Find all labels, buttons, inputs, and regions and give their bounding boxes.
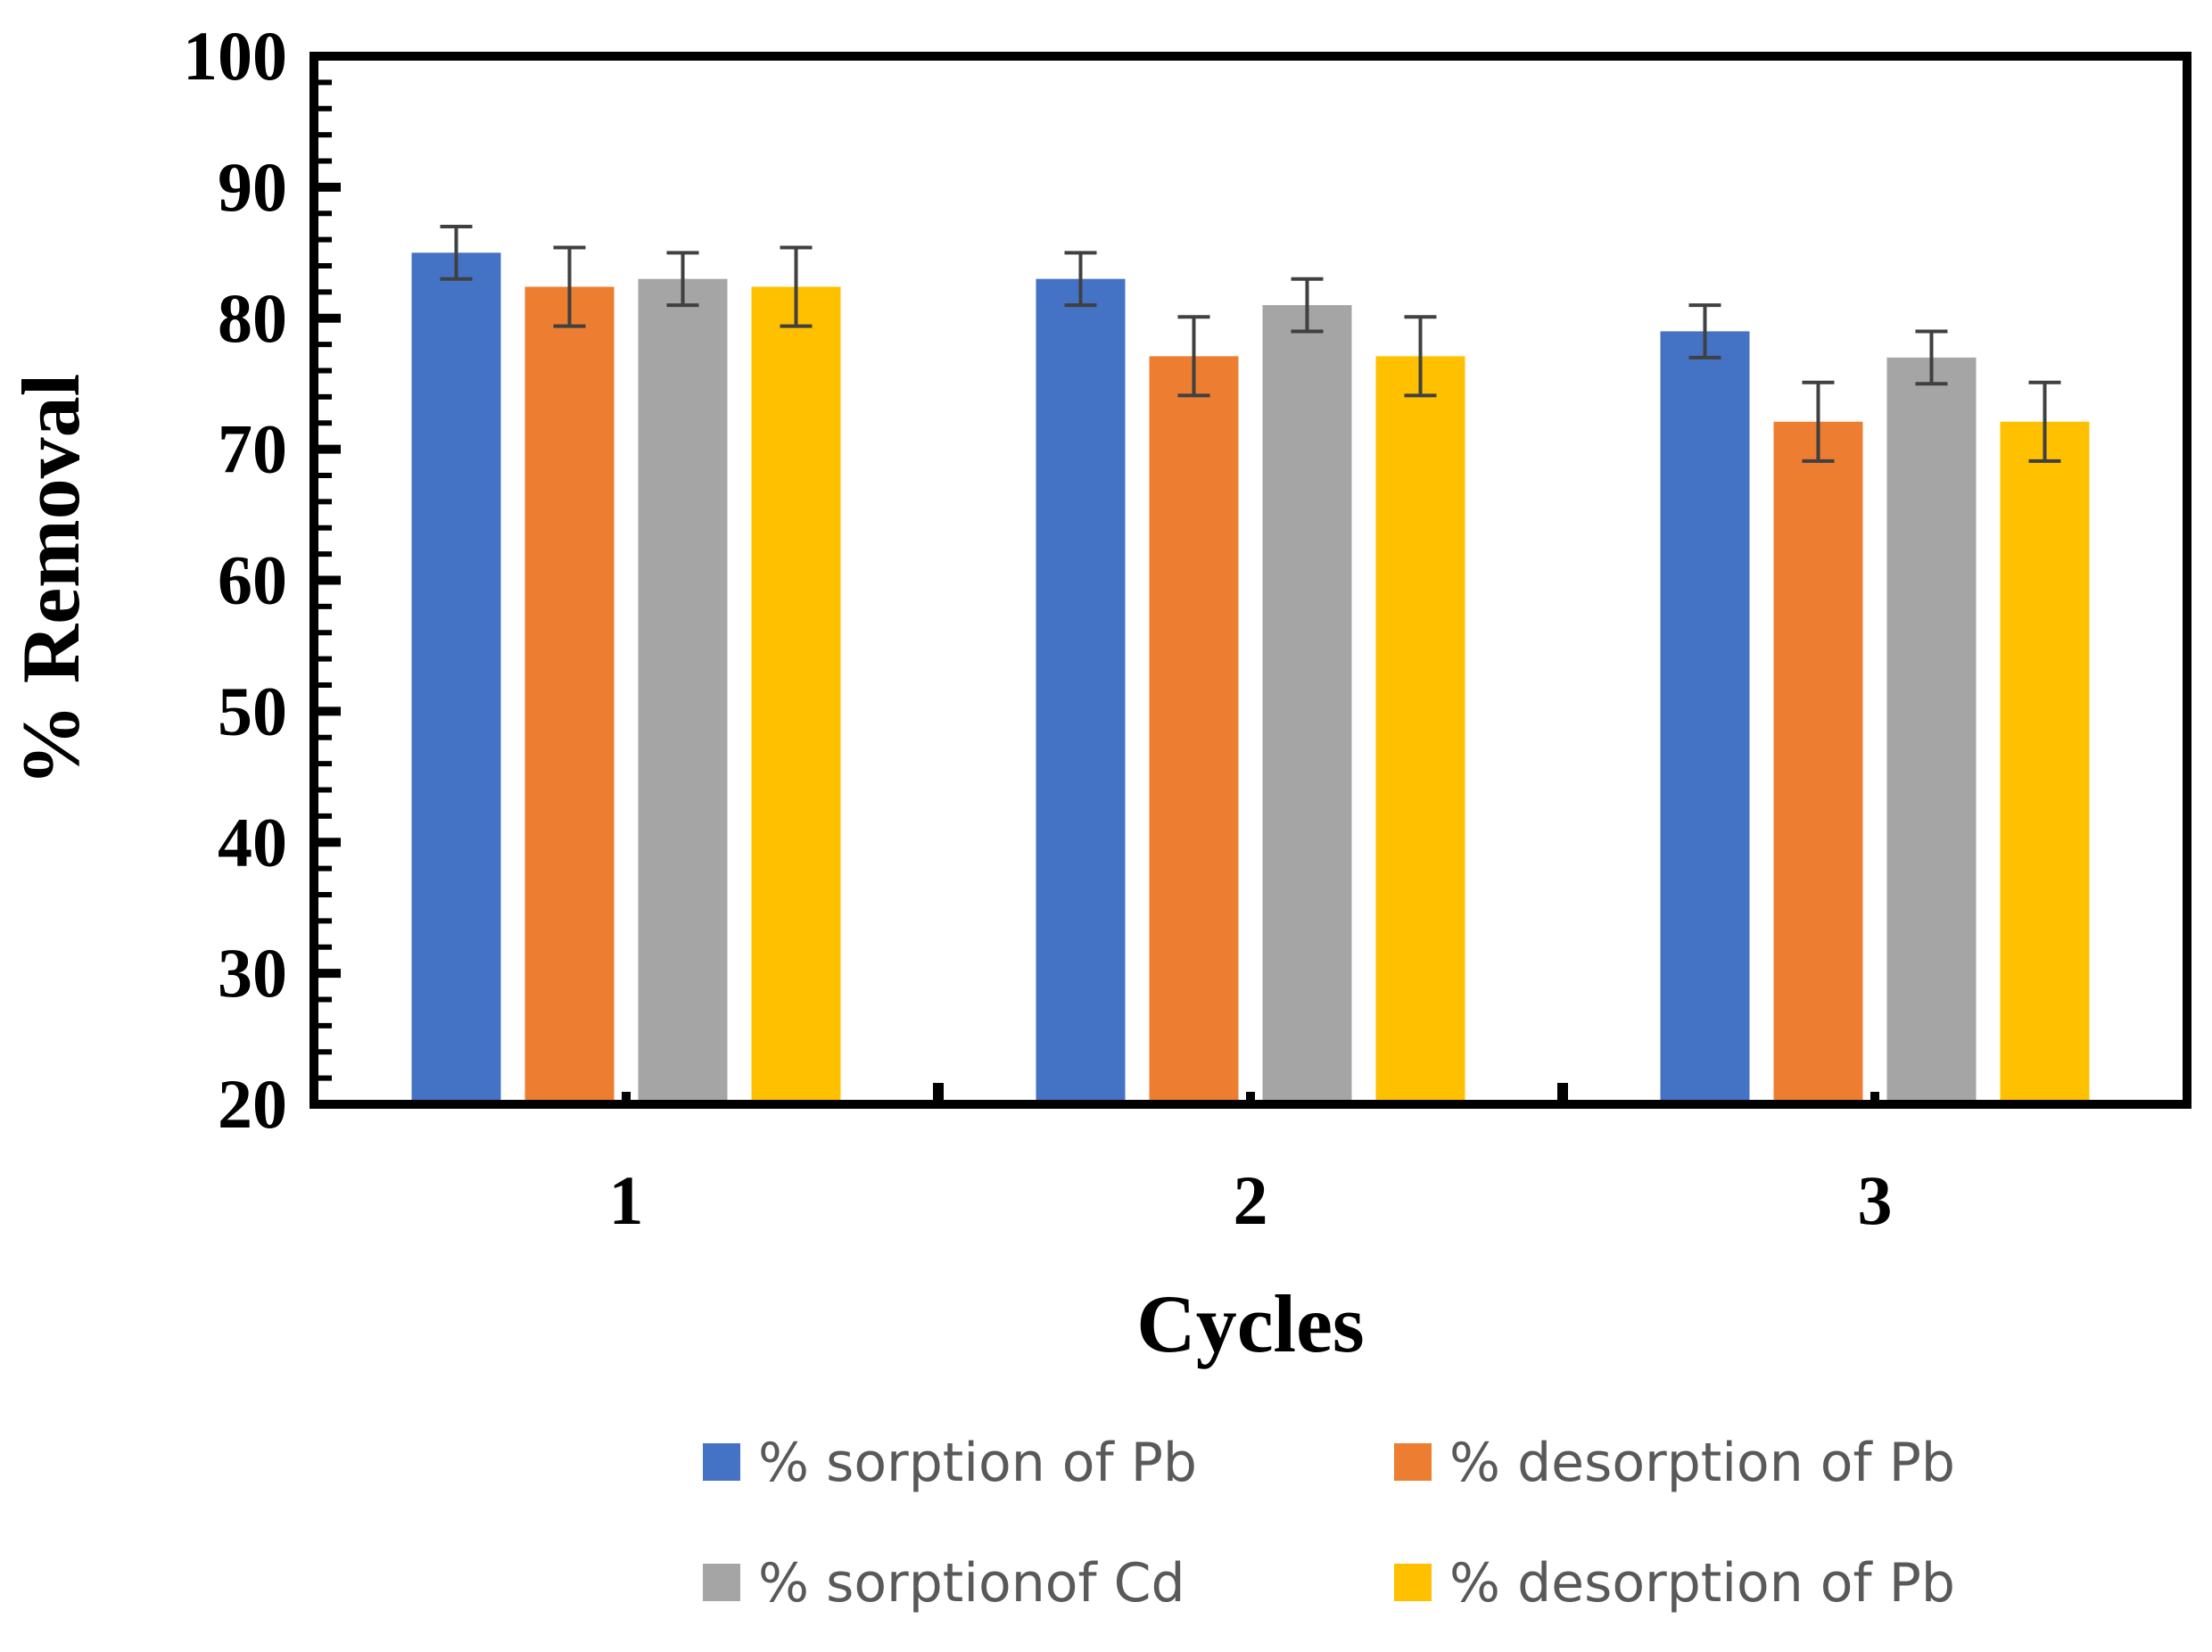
legend-label: % desorption of Pb	[1449, 1552, 1955, 1615]
y-tick-label: 60	[218, 541, 287, 619]
x-axis-tick-labels: 1 2 3	[609, 1161, 1893, 1239]
legend-swatch	[703, 1443, 740, 1481]
y-tick-label: 40	[218, 803, 287, 880]
x-tick-label: 1	[609, 1161, 644, 1239]
y-axis-title: % Removal	[5, 374, 96, 786]
legend-swatch	[1394, 1443, 1432, 1481]
legend-swatch	[1394, 1564, 1432, 1601]
legend-label: % sorption of Pb	[758, 1432, 1197, 1494]
bar	[638, 278, 728, 1104]
bar	[1660, 331, 1750, 1104]
x-axis-title: Cycles	[1136, 1278, 1364, 1369]
bars-group	[411, 252, 2090, 1104]
y-tick-label: 90	[218, 148, 287, 226]
x-axis-category-ticks	[622, 1083, 1879, 1104]
legend-swatch	[703, 1564, 740, 1601]
y-tick-label: 100	[183, 17, 287, 95]
x-tick-label: 3	[1858, 1161, 1893, 1239]
y-tick-label: 30	[218, 934, 287, 1012]
bar	[2000, 421, 2090, 1104]
bar	[751, 286, 841, 1104]
bar	[1036, 278, 1126, 1104]
y-axis-tick-labels: 20 30 40 50 60 70 80 90 100	[183, 17, 287, 1143]
error-bars-group	[440, 224, 2061, 463]
bar	[524, 286, 615, 1104]
y-tick-label: 50	[218, 672, 287, 749]
y-tick-label: 20	[218, 1065, 287, 1143]
x-tick-label: 2	[1234, 1161, 1268, 1239]
bar	[1262, 305, 1352, 1104]
bar	[1886, 357, 1977, 1104]
bar	[411, 252, 501, 1104]
legend-label: % sorptionof Cd	[758, 1552, 1185, 1615]
bar	[1149, 356, 1239, 1104]
bar	[1375, 356, 1465, 1104]
legend-label: % desorption of Pb	[1449, 1432, 1955, 1494]
bar	[1773, 421, 1863, 1104]
legend: % sorption of Pb % desorption of Pb % sorp…	[703, 1432, 1955, 1615]
y-tick-label: 70	[218, 410, 287, 488]
y-tick-label: 80	[218, 279, 287, 357]
